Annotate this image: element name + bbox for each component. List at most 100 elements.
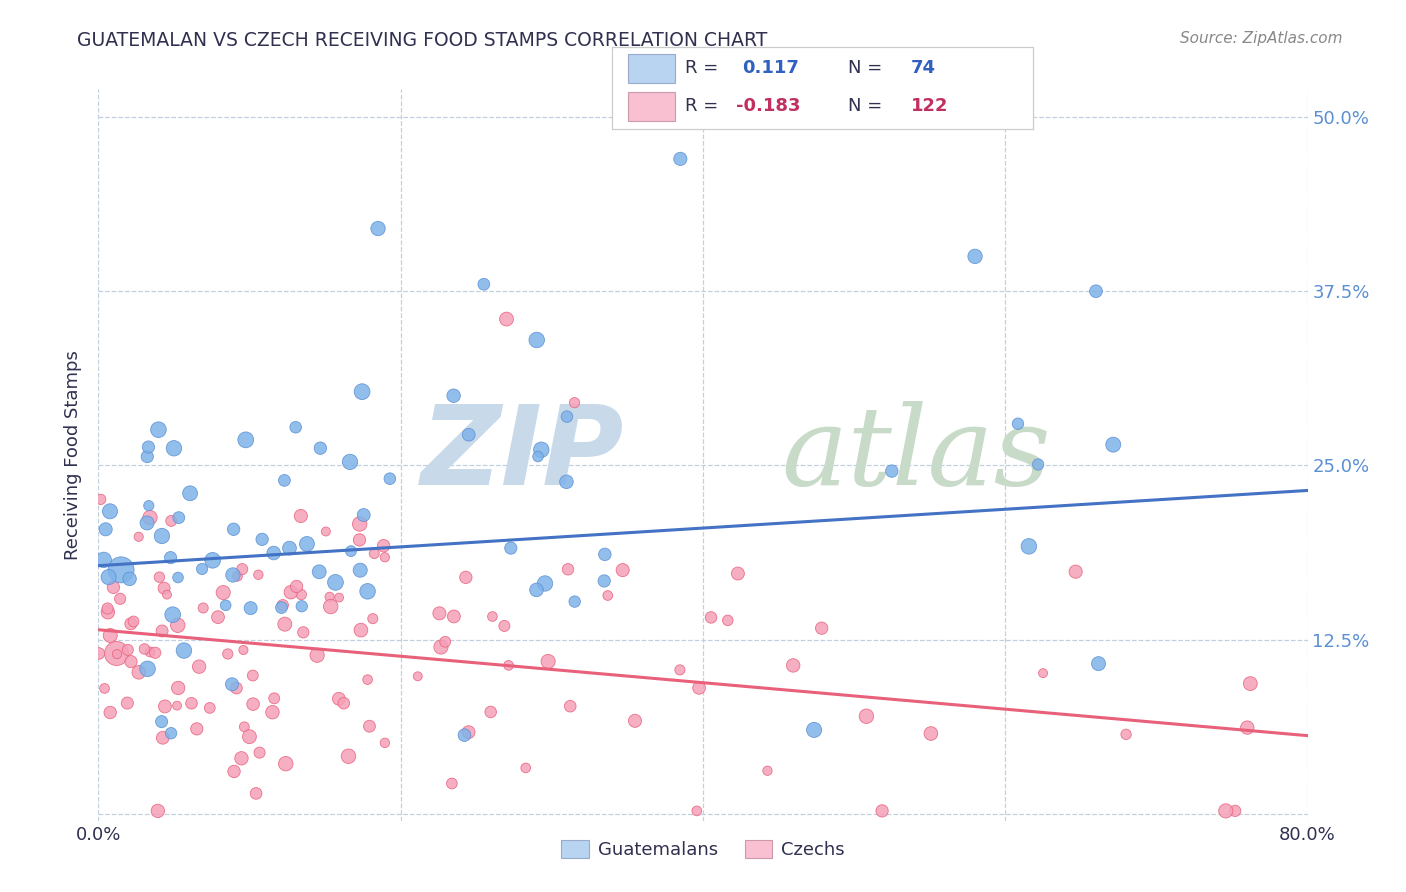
Point [167, 510, 190, 524]
Point [221, 677, 243, 691]
Point [98, 628, 121, 642]
Point [472, 277, 495, 292]
Point [186, 722, 208, 736]
Point [453, 728, 475, 742]
Point [526, 333, 548, 347]
Point [207, 610, 229, 624]
Point [103, 580, 125, 594]
Point [530, 442, 553, 457]
Point [284, 420, 307, 434]
Point [686, 804, 709, 818]
Point [148, 570, 170, 584]
Point [291, 599, 314, 614]
FancyBboxPatch shape [628, 54, 675, 83]
Point [108, 591, 131, 606]
Point [273, 474, 295, 488]
Point [156, 588, 179, 602]
Point [167, 570, 190, 584]
Point [110, 563, 132, 577]
Point [495, 312, 517, 326]
Point [167, 681, 190, 695]
Point [262, 705, 284, 719]
Text: 0.117: 0.117 [742, 59, 799, 78]
Point [307, 648, 329, 663]
Point [1223, 804, 1246, 818]
Point [242, 668, 264, 682]
Point [555, 475, 578, 489]
Point [222, 522, 245, 536]
Point [93, 553, 115, 567]
Point [231, 751, 253, 765]
Point [163, 442, 186, 456]
Point [292, 625, 315, 640]
Point [328, 591, 350, 605]
Point [245, 786, 267, 800]
Point [143, 646, 166, 660]
Point [98, 706, 121, 720]
Point [557, 562, 579, 576]
Point [756, 764, 779, 778]
Point [193, 601, 215, 615]
Point [965, 249, 987, 263]
Point [139, 645, 162, 659]
Point [173, 643, 195, 657]
Point [98, 504, 121, 518]
Text: 74: 74 [911, 59, 936, 78]
Point [555, 409, 578, 424]
Point [373, 539, 395, 553]
Point [333, 696, 356, 710]
Point [457, 725, 479, 739]
Point [270, 600, 292, 615]
Point [231, 562, 253, 576]
Point [247, 567, 270, 582]
Point [1085, 284, 1108, 298]
Point [340, 544, 363, 558]
Point [233, 720, 256, 734]
Point [1115, 727, 1137, 741]
Point [564, 594, 586, 608]
Point [160, 514, 183, 528]
Point [225, 681, 247, 695]
Point [1064, 565, 1087, 579]
Point [160, 726, 183, 740]
Point [498, 658, 520, 673]
Point [191, 562, 214, 576]
Point [669, 663, 692, 677]
Point [239, 601, 262, 615]
Point [440, 776, 463, 790]
Point [152, 731, 174, 745]
Text: atlas: atlas [782, 401, 1052, 508]
Point [434, 634, 457, 648]
Point [1239, 676, 1261, 690]
Point [669, 152, 692, 166]
Point [139, 510, 162, 524]
Point [295, 537, 318, 551]
Point [166, 618, 188, 632]
Point [1102, 437, 1125, 451]
Point [700, 610, 723, 624]
Text: N =: N = [848, 59, 887, 78]
Legend: Guatemalans, Czechs: Guatemalans, Czechs [554, 832, 852, 866]
Point [94, 522, 117, 536]
Point [717, 613, 740, 627]
Point [325, 575, 347, 590]
Point [339, 455, 361, 469]
Point [1087, 657, 1109, 671]
Point [105, 647, 128, 661]
Point [406, 669, 429, 683]
Point [593, 574, 616, 588]
Point [534, 576, 557, 591]
Point [481, 609, 503, 624]
Point [319, 599, 342, 614]
Point [1236, 721, 1258, 735]
Point [148, 423, 170, 437]
Point [429, 607, 451, 621]
Point [374, 550, 396, 565]
Point [308, 565, 330, 579]
Point [150, 624, 173, 638]
Point [138, 499, 160, 513]
Point [280, 585, 302, 599]
Y-axis label: Receiving Food Stamps: Receiving Food Stamps [65, 350, 83, 560]
Point [454, 570, 477, 584]
Point [349, 516, 371, 531]
